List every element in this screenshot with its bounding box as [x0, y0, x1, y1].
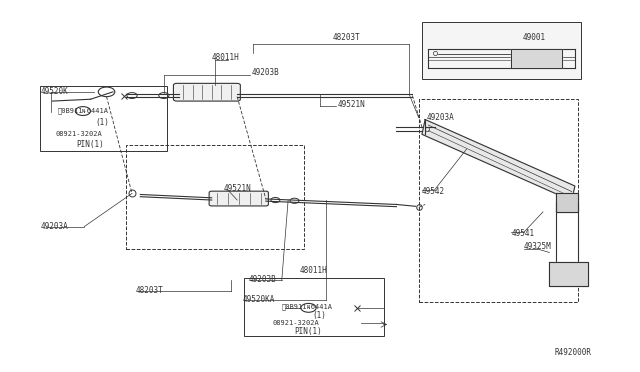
Text: 49521N: 49521N [338, 100, 365, 109]
Text: 49203B: 49203B [252, 68, 280, 77]
Text: 49541: 49541 [511, 230, 534, 238]
FancyBboxPatch shape [209, 191, 268, 206]
FancyBboxPatch shape [173, 83, 241, 101]
Text: R492000R: R492000R [554, 348, 591, 357]
Polygon shape [549, 262, 588, 286]
FancyBboxPatch shape [422, 22, 581, 79]
Text: 49520K: 49520K [41, 87, 68, 96]
Text: 48203T: 48203T [333, 33, 360, 42]
Text: PIN(1): PIN(1) [294, 327, 323, 336]
Text: 48011H: 48011H [300, 266, 327, 275]
Polygon shape [511, 49, 562, 68]
Text: 49203B: 49203B [248, 275, 276, 283]
Text: 49203A: 49203A [41, 222, 68, 231]
Text: N: N [81, 109, 84, 113]
Text: 49203A: 49203A [427, 113, 455, 122]
Text: 08921-3202A: 08921-3202A [56, 131, 102, 137]
Polygon shape [422, 119, 575, 201]
Text: 48203T: 48203T [135, 286, 163, 295]
Text: ⓝ0B911-6441A: ⓝ0B911-6441A [282, 304, 333, 310]
Text: 48011H: 48011H [212, 53, 239, 62]
Text: PIN(1): PIN(1) [77, 140, 104, 149]
Text: 49520KA: 49520KA [243, 295, 275, 304]
Polygon shape [556, 193, 578, 212]
Text: ⓝ0B911-6441A: ⓝ0B911-6441A [58, 108, 108, 114]
Text: N: N [307, 305, 310, 310]
Text: 49001: 49001 [523, 33, 546, 42]
Text: (1): (1) [96, 118, 109, 127]
Text: 49542: 49542 [422, 187, 445, 196]
Text: 49521N: 49521N [223, 185, 251, 193]
Text: (1): (1) [312, 311, 326, 320]
Text: 49325M: 49325M [524, 243, 552, 251]
Text: 08921-3202A: 08921-3202A [272, 320, 319, 326]
